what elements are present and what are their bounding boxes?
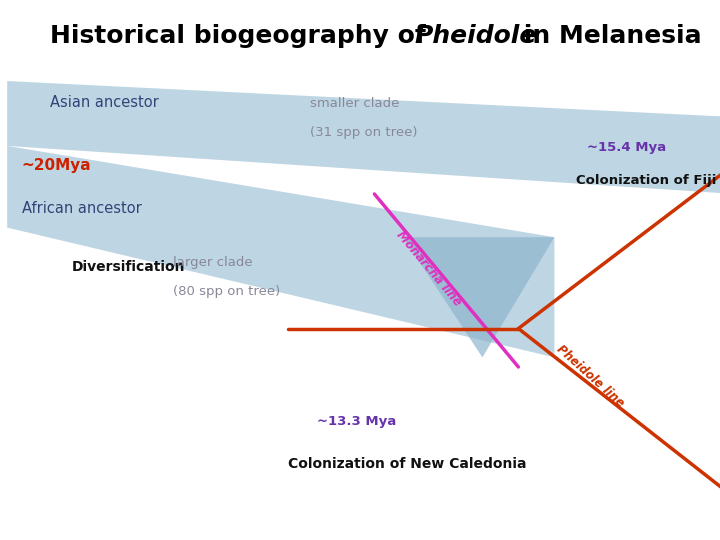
Text: Monarcha line: Monarcha line: [393, 228, 464, 308]
Text: larger clade: larger clade: [173, 256, 253, 269]
Polygon shape: [7, 81, 720, 194]
Text: Pheidole: Pheidole: [415, 24, 537, 48]
Text: Diversification: Diversification: [72, 260, 186, 274]
Text: ~13.3 Mya: ~13.3 Mya: [317, 415, 396, 428]
Text: African ancestor: African ancestor: [22, 201, 141, 216]
Text: smaller clade: smaller clade: [310, 97, 399, 111]
Polygon shape: [403, 237, 554, 357]
Polygon shape: [7, 146, 554, 357]
Text: (31 spp on tree): (31 spp on tree): [310, 126, 417, 139]
Text: Colonization of Fiji: Colonization of Fiji: [576, 174, 716, 187]
Text: ~20Mya: ~20Mya: [22, 158, 91, 173]
Text: Asian ancestor: Asian ancestor: [50, 96, 159, 111]
Text: (80 spp on tree): (80 spp on tree): [173, 285, 280, 298]
Text: Pheidole line: Pheidole line: [554, 343, 626, 410]
Text: Colonization of New Caledonia: Colonization of New Caledonia: [288, 457, 526, 471]
Text: ~15.4 Mya: ~15.4 Mya: [587, 141, 666, 154]
Text: Historical biogeography of: Historical biogeography of: [50, 24, 435, 48]
Text: in Melanesia: in Melanesia: [515, 24, 701, 48]
